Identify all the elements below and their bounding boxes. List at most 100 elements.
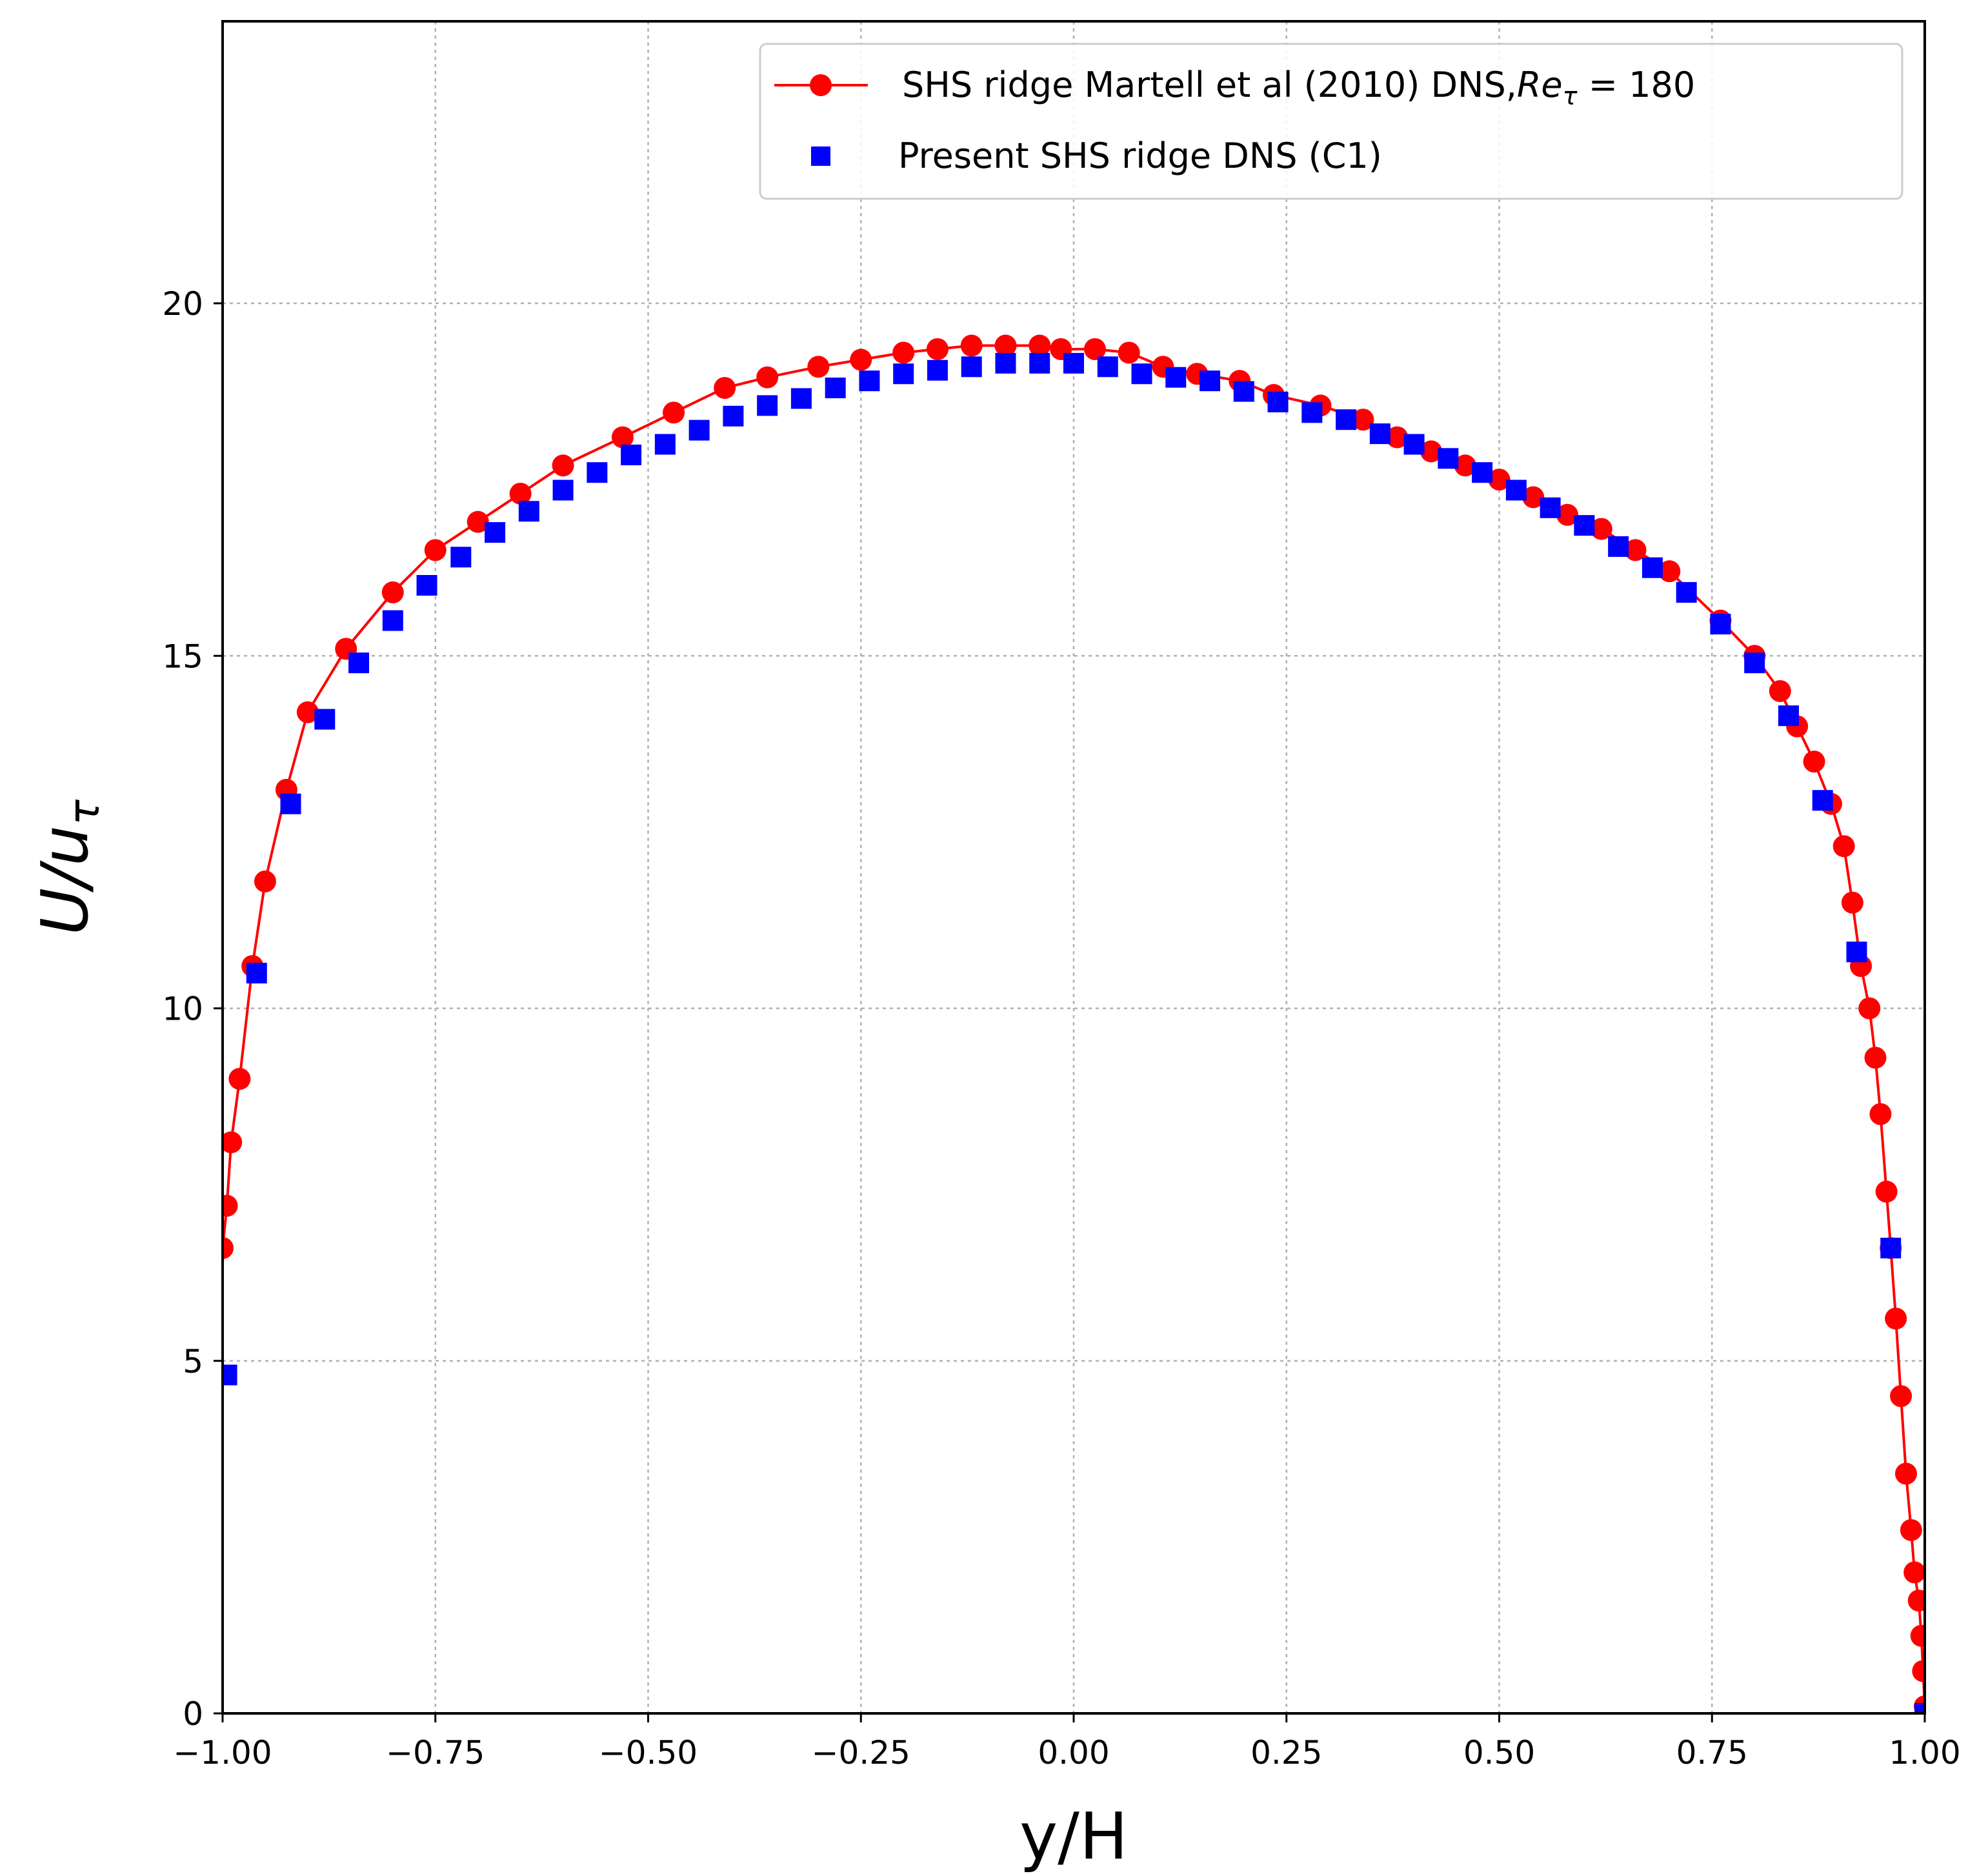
legend-label-martell-sub: τ: [1563, 82, 1578, 110]
series-martell-point: [223, 1236, 234, 1259]
series-martell-point: [663, 401, 685, 424]
series-martell-point: [714, 377, 736, 399]
x-tick-label: 0.75: [1676, 1734, 1748, 1771]
legend-box: [759, 43, 1903, 200]
series-martell-point: [1352, 408, 1374, 431]
x-tick-label: 0.25: [1250, 1734, 1322, 1771]
legend-label-martell-re: Re: [1517, 65, 1563, 105]
series-martell-point: [1029, 334, 1051, 357]
x-tick-label: 0.50: [1463, 1734, 1535, 1771]
series-present-point: [859, 370, 880, 392]
series-present-point: [223, 1364, 237, 1386]
series-present-point: [382, 610, 403, 631]
series-present-point: [757, 395, 778, 416]
series-present-point: [450, 547, 472, 568]
series-present-point: [1608, 536, 1629, 557]
y-axis-label-text: U/uτ: [27, 799, 109, 935]
y-tick-label: 20: [162, 285, 203, 323]
series-martell-point: [552, 454, 574, 477]
x-tick-label: −0.50: [599, 1734, 698, 1771]
series-martell-point: [228, 1067, 251, 1090]
series-martell-point: [1869, 1103, 1892, 1125]
legend-marker-martell: [810, 74, 832, 96]
series-martell-point: [611, 426, 634, 449]
series-present-point: [1778, 705, 1799, 727]
series-present-point: [1063, 352, 1084, 374]
series-martell-point: [1885, 1307, 1907, 1330]
series-present-point: [621, 444, 642, 465]
series-present-point: [587, 462, 608, 483]
y-tick-label: 10: [162, 991, 203, 1028]
series-martell-point: [1488, 469, 1511, 491]
legend-label-martell-rest: = 180: [1578, 65, 1696, 105]
series-martell-point: [1890, 1385, 1913, 1407]
legend-label-martell-name: SHS ridge Martell et al (2010) DNS,: [902, 65, 1517, 105]
series-martell-point: [1858, 997, 1881, 1020]
x-axis-label: y/H: [1019, 1799, 1128, 1874]
series-layer: [223, 334, 1925, 1713]
series-present-point: [1642, 557, 1663, 578]
series-present-point: [1914, 1703, 1925, 1713]
series-present-point: [1744, 652, 1765, 674]
series-martell-point: [424, 539, 447, 561]
series-martell-point: [1832, 835, 1855, 858]
series-martell-point: [1907, 1589, 1925, 1612]
series-martell-point: [1894, 1462, 1917, 1485]
series-martell-point: [1624, 539, 1647, 561]
series-present-point: [995, 352, 1016, 374]
series-martell-point: [850, 348, 872, 371]
series-present-point: [1165, 367, 1187, 388]
series-martell-point: [1590, 518, 1612, 540]
series-present-point: [1403, 434, 1425, 455]
series-present-point: [1812, 790, 1833, 811]
series-martell-point: [1900, 1518, 1922, 1541]
series-martell-point: [1912, 1660, 1925, 1682]
x-tick-label: −0.25: [812, 1734, 910, 1771]
series-martell-point: [467, 510, 489, 533]
series-present-point: [1301, 402, 1323, 423]
series-present-point: [552, 479, 574, 501]
series-martell-point: [1083, 338, 1106, 361]
series-present-point: [1710, 614, 1731, 635]
y-tick-label: 0: [183, 1695, 203, 1733]
x-tick-label: −1.00: [173, 1734, 272, 1771]
legend: SHS ridge Martell et al (2010) DNS,Reτ =…: [759, 43, 1903, 200]
series-present-point: [961, 356, 982, 378]
series-martell-point: [1864, 1046, 1887, 1069]
y-tick-label: 15: [162, 638, 203, 675]
series-present-point: [1540, 497, 1561, 518]
series-martell-point: [756, 366, 779, 388]
series-present-point: [1676, 581, 1697, 603]
series-martell-point: [381, 581, 404, 603]
series-martell-point: [1875, 1180, 1898, 1203]
series-present-point: [280, 793, 301, 814]
series-martell-point: [892, 341, 915, 364]
series-present-point: [893, 363, 914, 385]
series-present-point: [1574, 515, 1595, 536]
series-present-point: [1846, 942, 1867, 963]
series-martell-point: [960, 334, 983, 357]
series-martell-point: [1841, 891, 1863, 914]
tick-layer: −1.00 −0.75 −0.50 −0.25 0.00 0.25 0.50 0.75 1.00…: [162, 285, 1960, 1771]
series-present-point: [1267, 391, 1289, 412]
x-tick-label: 0.00: [1038, 1734, 1109, 1771]
y-axis-label: U/uτ: [27, 799, 109, 935]
series-martell-point: [994, 334, 1017, 357]
series-martell-point: [223, 1195, 238, 1217]
series-present-point: [654, 434, 676, 455]
series-present-point: [1472, 462, 1493, 483]
series-martell-point: [1910, 1624, 1925, 1647]
series-martell-point: [807, 356, 830, 378]
series-present-point: [825, 378, 846, 399]
series-martell-point: [1658, 560, 1681, 583]
legend-label-present: Present SHS ridge DNS (C1): [898, 136, 1382, 176]
series-martell-point: [254, 870, 276, 893]
series-present-point: [485, 522, 506, 543]
series-martell-point: [1118, 341, 1140, 364]
series-present-point: [1233, 381, 1254, 402]
series-present-point: [1438, 448, 1459, 469]
series-present-point: [1336, 409, 1357, 430]
series-present-point: [314, 709, 336, 730]
